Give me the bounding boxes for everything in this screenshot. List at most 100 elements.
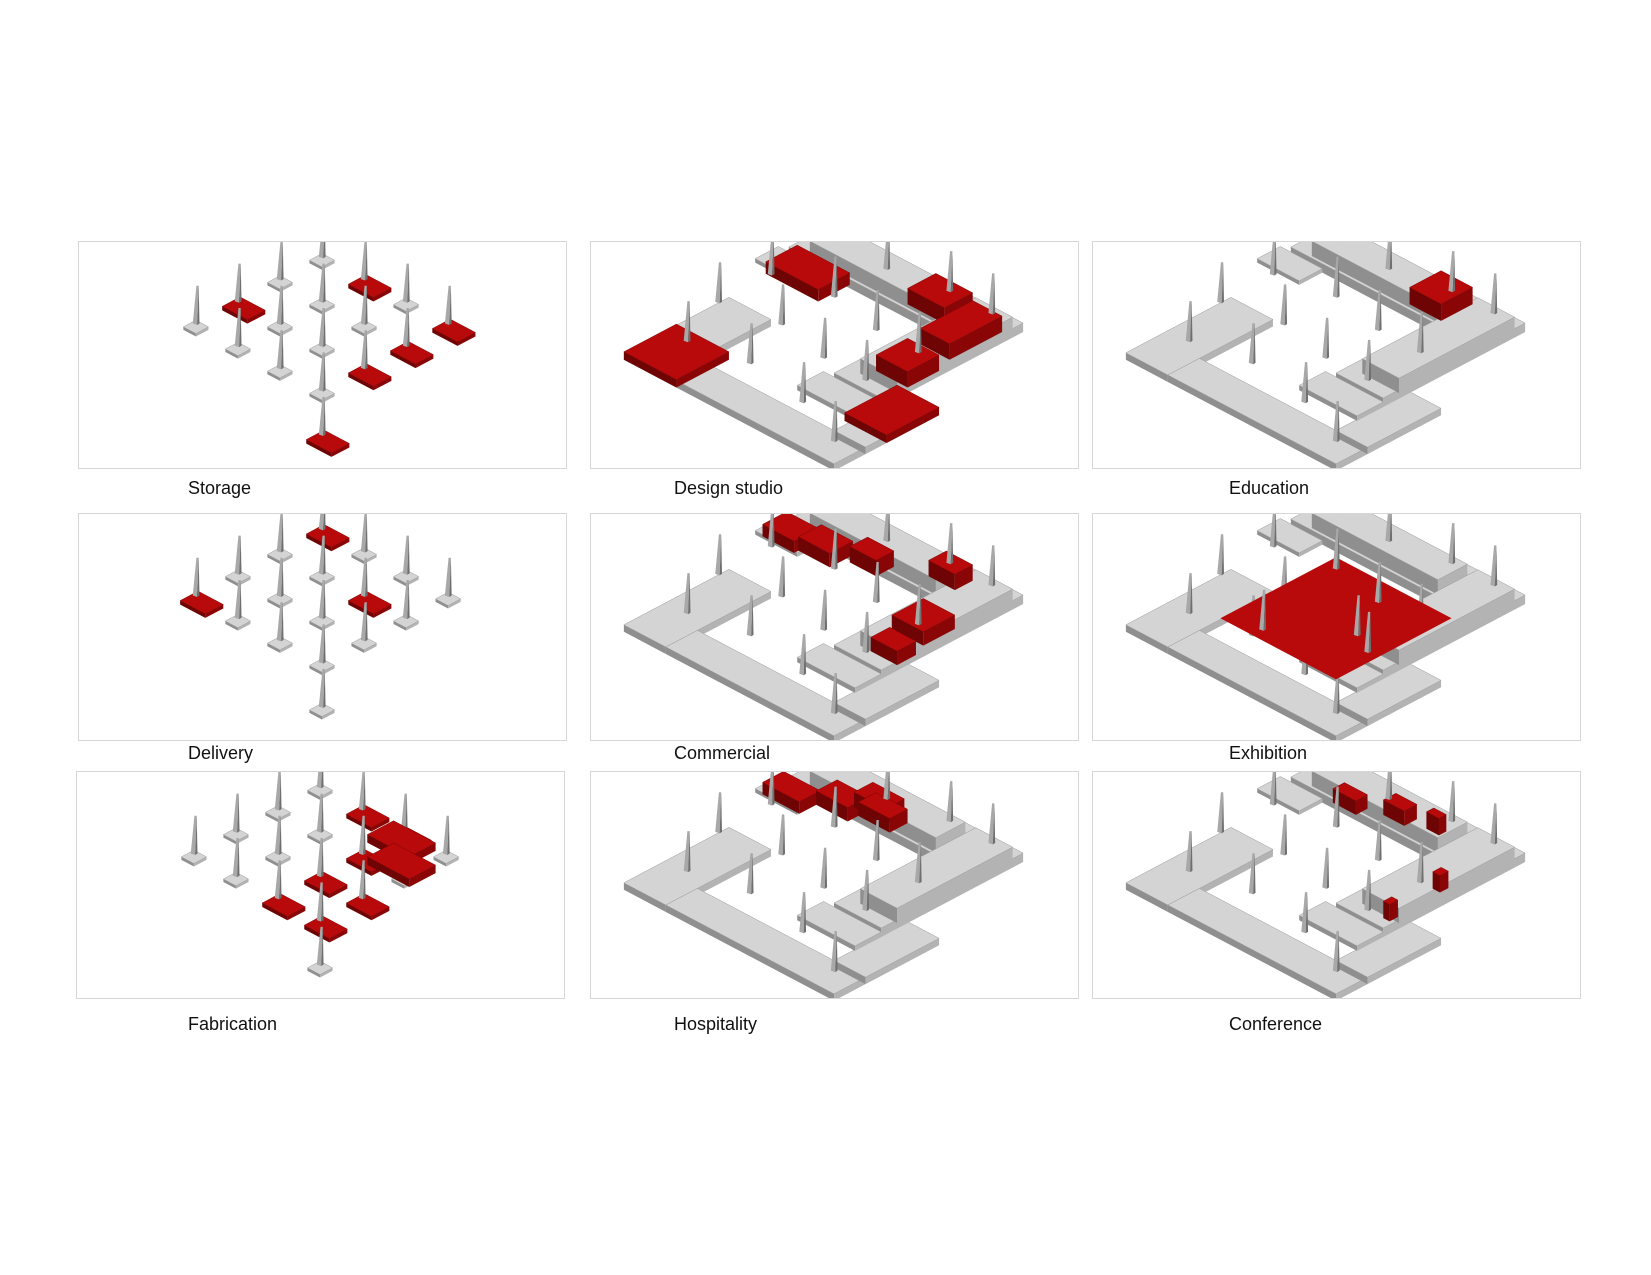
pylon <box>1301 362 1309 404</box>
building-mass <box>434 591 462 609</box>
building-mass <box>266 364 294 381</box>
building-mass <box>308 569 336 587</box>
highlighted-zone <box>919 300 1003 360</box>
pylon <box>1217 262 1224 304</box>
building-mass <box>224 569 252 587</box>
highlighted-zone <box>345 804 390 832</box>
pylon <box>830 400 838 443</box>
pylon <box>1416 842 1424 884</box>
pylon <box>1185 301 1193 343</box>
building-mass <box>1361 297 1516 394</box>
pylon <box>1374 561 1382 604</box>
building-mass <box>266 636 294 653</box>
building-mass <box>665 888 867 998</box>
highlighted-zone <box>179 590 224 618</box>
pylon <box>1374 289 1382 332</box>
building-mass <box>266 275 294 293</box>
pylon <box>988 545 996 587</box>
pylon <box>442 815 450 855</box>
pylon <box>830 930 838 973</box>
caption-fabrication: Fabrication <box>188 1014 278 1034</box>
highlighted-zone <box>345 893 390 921</box>
pylon <box>316 772 324 789</box>
pylon <box>274 815 282 855</box>
building-mass <box>833 921 940 985</box>
pylon <box>914 584 922 626</box>
building-mass <box>1361 827 1516 924</box>
pylon <box>190 815 198 855</box>
pylon <box>1385 514 1393 543</box>
pylon <box>683 301 691 343</box>
pylon <box>318 352 326 392</box>
highlighted-zone <box>870 627 917 666</box>
pylon <box>1269 772 1277 806</box>
building-mass <box>1167 888 1369 998</box>
highlighted-zone <box>366 842 437 887</box>
caption-exhibition: Exhibition <box>1229 743 1308 763</box>
pylon <box>946 251 954 293</box>
highlighted-zone <box>261 893 306 921</box>
pylon <box>274 772 282 811</box>
isometric-model <box>623 242 1024 468</box>
highlighted-zone <box>347 274 392 302</box>
pylon <box>318 514 326 531</box>
building-mass <box>224 614 252 631</box>
diagram-design-studio <box>590 241 1079 469</box>
highlighted-zone <box>305 524 350 552</box>
highlighted-zone <box>623 323 730 388</box>
highlighted-zone <box>875 338 940 388</box>
caption-storage: Storage <box>188 478 252 498</box>
building-mass <box>224 342 252 359</box>
pylon <box>715 792 722 834</box>
pylon <box>318 624 326 664</box>
pylon <box>402 580 410 620</box>
pylon <box>830 786 838 828</box>
pylon <box>830 256 838 298</box>
highlighted-zone <box>305 429 350 457</box>
building-mass <box>350 636 378 653</box>
pylon <box>402 535 410 575</box>
pylon <box>360 514 368 553</box>
pylon <box>318 242 326 259</box>
highlighted-zone <box>1409 270 1474 321</box>
pylon <box>1332 786 1340 828</box>
building-mass <box>796 901 882 951</box>
pylon <box>318 535 326 575</box>
pylon <box>1448 781 1456 823</box>
isometric-model <box>179 514 462 720</box>
pylon <box>1217 534 1224 576</box>
pylon <box>360 285 368 325</box>
pylon <box>1269 514 1277 548</box>
highlighted-zone <box>1425 807 1447 836</box>
isometric-model <box>1125 514 1526 740</box>
pylon <box>276 602 284 642</box>
pylon <box>1269 242 1277 276</box>
caption-hospitality: Hospitality <box>674 1014 758 1034</box>
pylon <box>767 772 775 806</box>
highlighted-zone <box>303 871 348 899</box>
highlighted-zone <box>1382 896 1399 922</box>
building-mass <box>306 783 334 800</box>
isometric-model <box>623 772 1024 998</box>
building-mass <box>306 960 334 978</box>
building-mass <box>266 547 294 565</box>
building-mass <box>833 663 940 727</box>
pylon <box>1322 847 1330 889</box>
building-mass <box>1335 663 1442 727</box>
pylon <box>778 284 786 326</box>
building-mass <box>665 630 867 740</box>
highlighted-zone <box>347 590 392 618</box>
building-mass <box>1335 921 1442 985</box>
pylon <box>1185 573 1193 615</box>
pylon <box>1322 317 1330 359</box>
building-mass <box>432 849 460 867</box>
diagram-hospitality <box>590 771 1079 999</box>
pylon <box>799 892 807 934</box>
pylon <box>234 308 242 348</box>
diagram-delivery <box>78 513 567 741</box>
caption-delivery: Delivery <box>188 743 254 763</box>
building-mass <box>859 827 1014 924</box>
pylon <box>1332 400 1340 443</box>
pylon <box>234 535 242 575</box>
pylon <box>234 580 242 620</box>
